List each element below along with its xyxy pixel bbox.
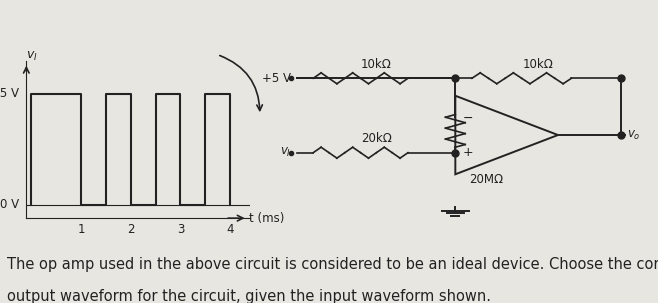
Text: 10kΩ: 10kΩ bbox=[361, 58, 392, 71]
Text: +5 V: +5 V bbox=[263, 72, 291, 85]
Text: $-$: $-$ bbox=[463, 111, 474, 124]
Text: 10kΩ: 10kΩ bbox=[523, 58, 553, 71]
Text: 20MΩ: 20MΩ bbox=[469, 173, 503, 186]
Point bbox=[616, 133, 626, 138]
Point bbox=[450, 150, 461, 155]
Text: +5 V: +5 V bbox=[0, 87, 19, 100]
Text: The op amp used in the above circuit is considered to be an ideal device. Choose: The op amp used in the above circuit is … bbox=[7, 257, 658, 272]
Point bbox=[616, 76, 626, 81]
Text: $v_o$: $v_o$ bbox=[627, 128, 641, 142]
Text: $v_I$: $v_I$ bbox=[26, 50, 38, 63]
Text: 20kΩ: 20kΩ bbox=[361, 132, 392, 145]
Text: t (ms): t (ms) bbox=[249, 212, 284, 225]
Text: output waveform for the circuit, given the input waveform shown.: output waveform for the circuit, given t… bbox=[7, 289, 491, 303]
Text: 0 V: 0 V bbox=[0, 198, 19, 211]
Text: $+$: $+$ bbox=[463, 146, 474, 159]
Point bbox=[450, 76, 461, 81]
Text: $v_I$: $v_I$ bbox=[280, 146, 291, 159]
